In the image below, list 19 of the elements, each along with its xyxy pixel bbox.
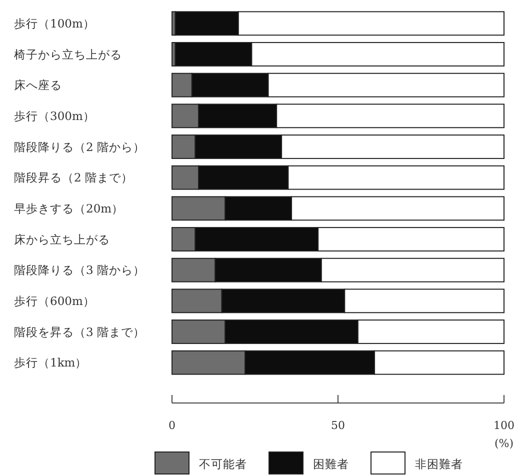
y-tick-label: 歩行（300m） <box>14 108 95 123</box>
y-tick-label: 歩行（1km） <box>14 356 88 370</box>
x-tick-label: 50 <box>331 419 345 432</box>
y-tick-label: 階段を昇る（3 階まで） <box>14 324 145 339</box>
y-tick-label: 歩行（100m） <box>14 16 95 30</box>
x-tick-label: 0 <box>168 419 176 432</box>
x-axis-title: (%) <box>494 437 514 450</box>
legend-label: 不可能者 <box>199 457 247 471</box>
y-tick-label: 早歩きする（20m） <box>14 201 124 216</box>
y-tick-label: 歩行（600m） <box>14 294 95 308</box>
y-tick-label: 床から立ち上がる <box>14 232 110 246</box>
y-tick-label: 階段降りる（3 階から） <box>14 263 145 278</box>
x-tick-label: 100 <box>494 419 514 432</box>
y-tick-label: 床へ座る <box>14 78 62 92</box>
y-tick-label: 階段昇る（2 階まで） <box>14 170 133 185</box>
y-tick-label: 椅子から立ち上がる <box>14 47 122 62</box>
legend-label: 非困難者 <box>415 457 463 471</box>
legend-label: 困難者 <box>313 457 349 471</box>
y-tick-label: 階段降りる（2 階から） <box>14 140 145 154</box>
